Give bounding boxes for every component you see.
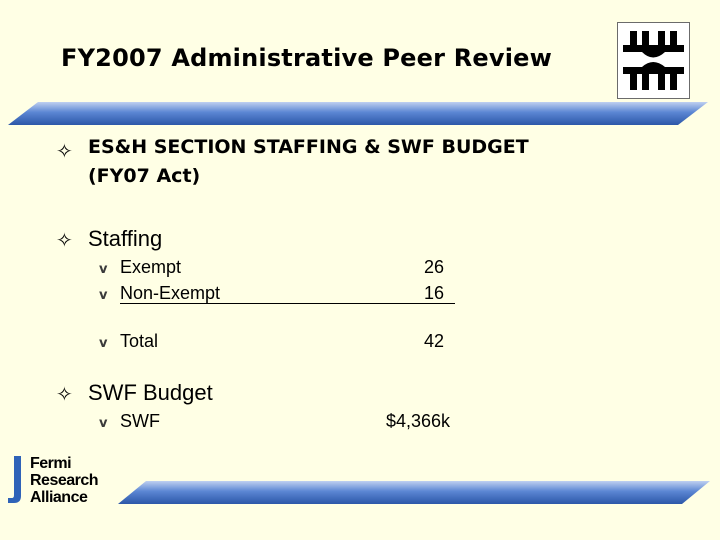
bullet-diamond-icon: ✧ bbox=[56, 228, 73, 252]
fermilab-logo-icon bbox=[617, 22, 690, 99]
staffing-row-value: 26 bbox=[423, 257, 444, 277]
checkmark-bullet-icon: v bbox=[99, 288, 108, 303]
fra-logo-line: Alliance bbox=[30, 489, 88, 506]
section-heading: ES&H SECTION STAFFING & SWF BUDGET (FY07… bbox=[88, 133, 529, 191]
section-heading-line2: (FY07 Act) bbox=[88, 165, 201, 187]
staffing-heading: Staffing bbox=[88, 226, 163, 251]
fra-logo-mark-icon bbox=[8, 456, 21, 503]
budget-row-value: $4,366k bbox=[385, 411, 450, 431]
staffing-row-label: Non-Exempt bbox=[120, 283, 221, 303]
budget-row-label: SWF bbox=[120, 411, 160, 431]
bullet-diamond-icon: ✧ bbox=[56, 382, 73, 406]
bottom-divider-bar bbox=[118, 481, 710, 504]
slide-title: FY2007 Administrative Peer Review bbox=[61, 44, 553, 72]
bullet-diamond-icon: ✧ bbox=[56, 139, 73, 163]
subtotal-underline bbox=[120, 303, 455, 304]
fra-logo-line: Research bbox=[30, 472, 99, 489]
section-heading-line1: ES&H SECTION STAFFING & SWF BUDGET bbox=[88, 136, 529, 158]
checkmark-bullet-icon: v bbox=[99, 262, 108, 277]
fermi-research-alliance-logo: Fermi Research Alliance bbox=[8, 454, 118, 506]
staffing-row-label: Total bbox=[120, 331, 159, 351]
staffing-row-value: 42 bbox=[423, 331, 444, 351]
checkmark-bullet-icon: v bbox=[99, 416, 108, 431]
staffing-row-label: Exempt bbox=[120, 257, 182, 277]
fermilab-logo-graphic bbox=[623, 31, 684, 90]
staffing-row-value: 16 bbox=[423, 283, 444, 303]
budget-heading: SWF Budget bbox=[88, 380, 213, 405]
top-divider-bar bbox=[8, 102, 708, 125]
checkmark-bullet-icon: v bbox=[99, 336, 108, 351]
fra-logo-line: Fermi bbox=[30, 455, 72, 472]
